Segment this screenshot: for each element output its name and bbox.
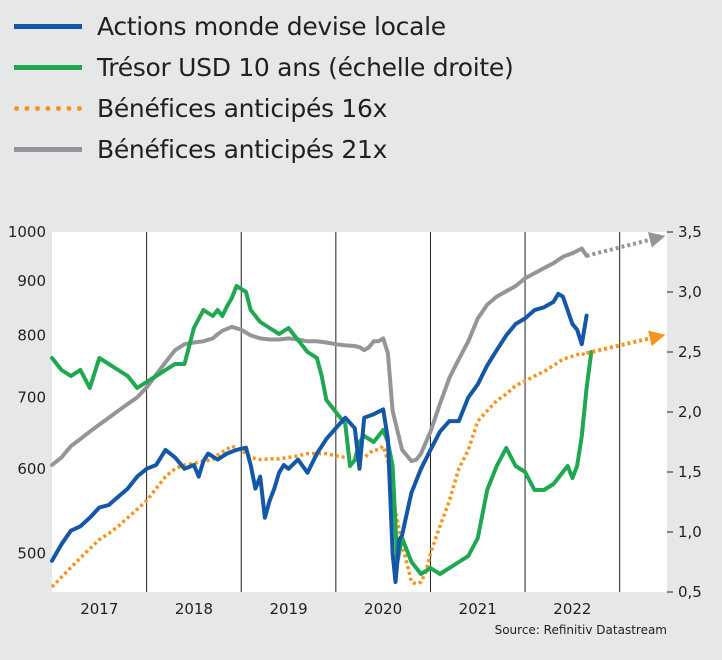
legend-item-earnings-21x: Bénéfices anticipés 21x <box>14 129 513 170</box>
right-tick-label-3,0: 3,0 <box>678 283 702 301</box>
series-line-stocks <box>50 291 589 584</box>
x-tick-label-2020: 2020 <box>364 600 402 618</box>
legend-label-stocks: Actions monde devise locale <box>97 12 446 41</box>
left-tick-label-700: 700 <box>17 388 46 406</box>
legend-item-earnings-16x: Bénéfices anticipés 16x <box>14 88 513 129</box>
projection-arrow-16x <box>586 330 666 356</box>
legend-swatch-stocks <box>14 24 82 29</box>
legend-swatch-treasury <box>14 65 82 70</box>
legend: Actions monde devise locale Trésor USD 1… <box>14 6 514 170</box>
legend-item-treasury: Trésor USD 10 ans (échelle droite) <box>14 47 514 88</box>
x-tick-label-2021: 2021 <box>459 600 497 618</box>
right-tick-label-0,5: 0,5 <box>678 583 702 601</box>
legend-label-earnings-21x: Bénéfices anticipés 21x <box>97 135 388 164</box>
left-tick-label-1000: 1000 <box>8 223 46 241</box>
right-axis: 3,5 3,0 2,5 2,0 1,5 1,0 0,5 <box>667 223 702 601</box>
left-tick-label-900: 900 <box>17 272 46 290</box>
legend-swatch-earnings-16x <box>14 106 82 111</box>
left-axis: 1000 900 800 700 600 500 <box>8 223 46 562</box>
left-tick-label-800: 800 <box>17 326 46 344</box>
x-axis: 2017 2018 2019 2020 2021 2022 <box>80 600 591 618</box>
legend-label-treasury: Trésor USD 10 ans (échelle droite) <box>97 53 514 82</box>
series-line-earnings-16x <box>50 351 588 589</box>
left-tick-label-600: 600 <box>17 460 46 478</box>
plot-area <box>52 232 667 592</box>
source-note: Source: Refinitiv Datastream <box>495 623 667 637</box>
right-tick-label-1,5: 1,5 <box>678 463 702 481</box>
right-tick-label-3,5: 3,5 <box>678 223 702 241</box>
series-layer <box>50 246 594 589</box>
legend-item-stocks: Actions monde devise locale <box>14 6 513 47</box>
x-tick-label-2017: 2017 <box>80 600 118 618</box>
grid <box>146 232 621 592</box>
x-tick-label-2019: 2019 <box>269 600 307 618</box>
series-line-treasury <box>50 284 594 576</box>
legend-label-earnings-16x: Bénéfices anticipés 16x <box>97 94 388 123</box>
left-tick-label-500: 500 <box>17 544 46 562</box>
x-tick-label-2018: 2018 <box>175 600 213 618</box>
right-tick-label-1,0: 1,0 <box>678 523 702 541</box>
right-tick-label-2,0: 2,0 <box>678 403 702 421</box>
projection-arrow-21x <box>586 232 666 258</box>
x-tick-label-2022: 2022 <box>553 600 591 618</box>
projection-arrows <box>586 232 666 356</box>
right-tick-label-2,5: 2,5 <box>678 343 702 361</box>
legend-swatch-earnings-21x <box>14 147 82 152</box>
